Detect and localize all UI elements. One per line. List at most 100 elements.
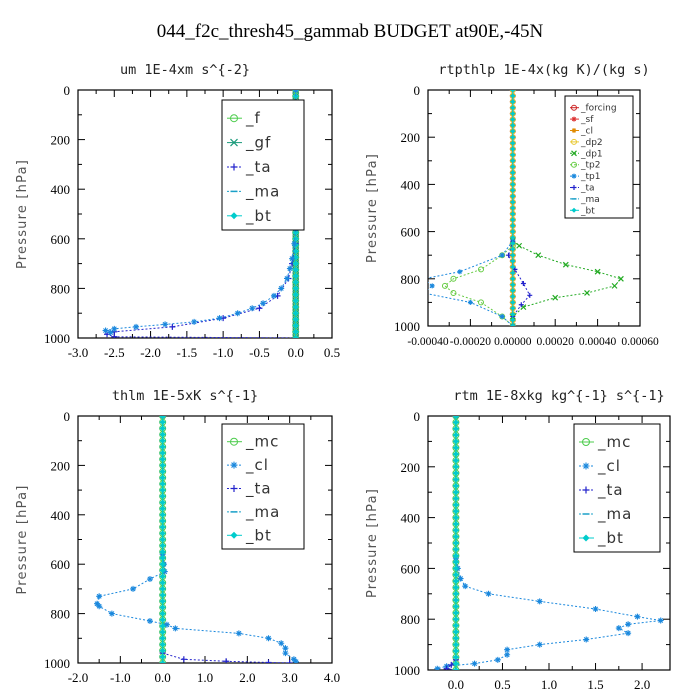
x-tick-label: 4.0 bbox=[324, 670, 340, 685]
data-point bbox=[457, 575, 464, 582]
data-point bbox=[452, 635, 459, 642]
data-point bbox=[467, 299, 473, 305]
legend-box bbox=[573, 423, 661, 553]
data-point bbox=[499, 314, 505, 320]
series-line bbox=[444, 245, 514, 326]
data-point bbox=[510, 134, 516, 140]
data-point bbox=[159, 635, 166, 642]
legend-marker bbox=[230, 212, 238, 220]
x-tick-label: 2.0 bbox=[239, 670, 255, 685]
data-point bbox=[510, 211, 516, 217]
data-point bbox=[159, 443, 166, 450]
series-line bbox=[445, 659, 457, 670]
legend-item: _ta bbox=[570, 184, 595, 194]
data-point bbox=[657, 617, 664, 624]
data-point bbox=[510, 235, 516, 240]
data-point bbox=[510, 199, 516, 205]
legend-item: _ta bbox=[227, 158, 271, 177]
data-point bbox=[452, 482, 459, 489]
data-point bbox=[146, 576, 153, 583]
series-dp1 bbox=[509, 238, 624, 326]
legend-item: _f bbox=[227, 109, 260, 128]
data-point bbox=[510, 282, 516, 288]
x-tick-label: -2.0 bbox=[68, 670, 89, 685]
series-tp1 bbox=[428, 238, 516, 326]
y-tick-label: 400 bbox=[51, 182, 71, 197]
data-point bbox=[510, 117, 516, 122]
data-point bbox=[520, 281, 526, 287]
data-point bbox=[562, 261, 569, 268]
data-point bbox=[191, 318, 198, 325]
data-point bbox=[159, 641, 166, 648]
legend: _f _gf _ta _ma _bt bbox=[221, 99, 305, 231]
legend-marker bbox=[571, 128, 577, 133]
legend-marker bbox=[571, 207, 577, 213]
data-point bbox=[159, 462, 166, 469]
series-bt bbox=[159, 416, 166, 663]
data-point bbox=[510, 276, 516, 282]
x-tick-label: -2.5 bbox=[104, 345, 125, 360]
data-point bbox=[485, 590, 492, 597]
data-point bbox=[159, 499, 166, 506]
panel-1: um 1E-4xm s^{-2} Pressure [hPa] 0 200 400 600… bbox=[15, 62, 340, 360]
legend-item: _ta bbox=[579, 481, 623, 500]
x-tick-label: -1.0 bbox=[110, 670, 131, 685]
data-point bbox=[292, 90, 299, 93]
data-point bbox=[159, 480, 166, 487]
x-tick-label: 0.00020 bbox=[537, 336, 575, 348]
plot-area bbox=[94, 416, 300, 663]
data-point bbox=[510, 264, 516, 270]
plot-area bbox=[434, 416, 664, 670]
data-point bbox=[286, 265, 293, 272]
data-point bbox=[159, 616, 166, 623]
legend-item: _bt bbox=[579, 529, 623, 548]
y-axis-label: Pressure [hPa] bbox=[15, 484, 30, 594]
data-point bbox=[108, 610, 115, 617]
data-point bbox=[111, 333, 118, 338]
x-tick-label: 0.0 bbox=[288, 345, 304, 360]
data-point bbox=[159, 561, 166, 568]
series-ta bbox=[104, 240, 299, 338]
legend-item: _ma bbox=[227, 182, 280, 201]
data-point bbox=[159, 555, 166, 562]
x-tick-label: -2.0 bbox=[140, 345, 161, 360]
data-point bbox=[510, 99, 516, 105]
y-tick-label: 600 bbox=[401, 561, 421, 576]
y-tick-label: 600 bbox=[51, 557, 71, 572]
y-tick-label: 1000 bbox=[394, 319, 420, 334]
y-tick-label: 400 bbox=[51, 508, 71, 523]
data-point bbox=[510, 246, 516, 252]
series-line bbox=[512, 240, 622, 326]
data-point bbox=[289, 255, 296, 262]
data-point bbox=[94, 600, 101, 607]
x-tick-label: 1.0 bbox=[541, 677, 557, 692]
data-point bbox=[293, 658, 300, 663]
data-point bbox=[452, 489, 459, 496]
panel-4: rtm 1E-8xkg kg^{-1} s^{-1} Pressure [hPa]… bbox=[365, 388, 671, 692]
data-point bbox=[452, 628, 459, 635]
data-point bbox=[102, 327, 109, 334]
data-point bbox=[169, 323, 176, 330]
x-tick-label: -3.0 bbox=[68, 345, 89, 360]
y-axis-label: Pressure [hPa] bbox=[15, 159, 30, 269]
plot-area bbox=[428, 90, 624, 326]
legend-item: _gf bbox=[227, 134, 271, 153]
data-point bbox=[452, 438, 459, 445]
panel-2: rtpthlp 1E-4x(kg K)/(kg s) Pressure [hPa]… bbox=[365, 62, 659, 348]
data-point bbox=[452, 501, 459, 508]
data-point bbox=[452, 470, 459, 477]
legend-label: _ma bbox=[245, 182, 280, 201]
x-tick-label: 1.5 bbox=[587, 677, 603, 692]
data-point bbox=[450, 275, 457, 282]
data-point bbox=[452, 540, 459, 546]
legend-item: _dp1 bbox=[570, 149, 603, 159]
legend-label: _ta bbox=[245, 480, 272, 499]
figure-title: 044_f2c_thresh45_gammab BUDGET at90E,-45… bbox=[157, 21, 544, 42]
legend-label: _gf bbox=[245, 134, 271, 153]
data-point bbox=[452, 546, 459, 553]
data-point bbox=[234, 310, 241, 317]
data-point bbox=[441, 282, 448, 289]
y-tick-label: 200 bbox=[51, 458, 71, 473]
data-point bbox=[159, 592, 166, 599]
